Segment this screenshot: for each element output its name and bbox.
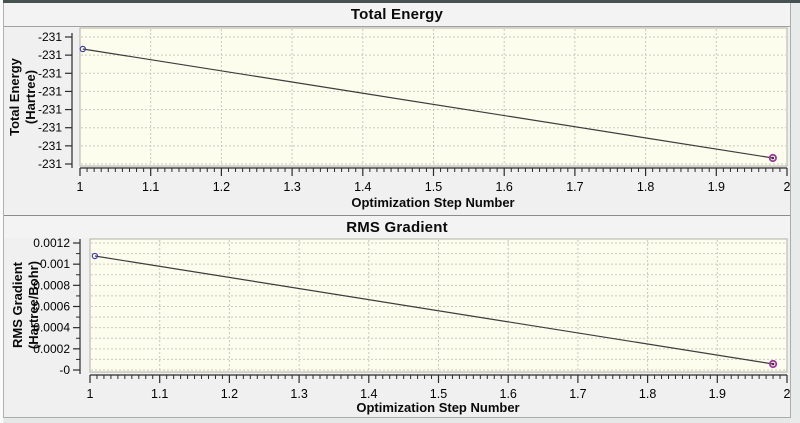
y-tick-label: -231 xyxy=(38,157,62,171)
window-top-border xyxy=(2,0,800,3)
x-tick-label: 2 xyxy=(784,180,791,194)
y-tick-label: -231 xyxy=(38,139,62,153)
chart-title-rms-gradient: RMS Gradient xyxy=(4,215,790,238)
data-point-end[interactable] xyxy=(768,153,777,163)
x-tick-label: 1 xyxy=(87,387,94,401)
x-tick-label: 1.3 xyxy=(290,387,307,401)
data-point-end-dot xyxy=(771,362,775,366)
x-tick-label: 1.8 xyxy=(639,387,656,401)
y-tick-label: 0.001 xyxy=(40,257,70,271)
x-tick-label: 1 xyxy=(77,180,84,194)
y-tick-label: -231 xyxy=(38,121,62,135)
x-tick-label: 1.2 xyxy=(221,387,238,401)
x-tick-label: 1.8 xyxy=(637,180,654,194)
x-tick-label: 2 xyxy=(784,387,791,401)
x-tick-label: 1.9 xyxy=(708,180,725,194)
y-tick-label: -231 xyxy=(38,103,62,117)
x-axis-title-total-energy: Optimization Step Number xyxy=(351,195,515,210)
window-left-border xyxy=(3,3,4,418)
data-point-end[interactable] xyxy=(768,359,778,369)
chart-total-energy[interactable]: -231 -231 -231 -231 -231 -231 -231 -231 1 1.1 1.2 1… xyxy=(38,27,791,194)
x-tick-label: 1.6 xyxy=(500,387,517,401)
x-tick-label: 1.5 xyxy=(430,387,447,401)
y-tick-label: 0.0002 xyxy=(33,342,70,356)
x-axis-title-rms-gradient: Optimization Step Number xyxy=(356,400,520,415)
y-tick-label: -231 xyxy=(38,30,62,44)
y-tick-label: 0.0004 xyxy=(33,321,70,335)
x-tick-label: 1.5 xyxy=(425,180,442,194)
x-tick-label: 1.7 xyxy=(569,387,586,401)
window-bottom-border xyxy=(4,417,790,418)
data-point-start[interactable] xyxy=(91,252,99,260)
window-right-border xyxy=(790,3,791,418)
y-tick-label: -231 xyxy=(38,84,62,98)
x-tick-label: 1.4 xyxy=(360,387,377,401)
x-tick-label: 1.6 xyxy=(496,180,513,194)
y-tick-label: 0.0012 xyxy=(33,236,70,250)
y-tick-label: -231 xyxy=(38,48,62,62)
window-right-edge xyxy=(791,3,800,423)
x-tick-label: 1.7 xyxy=(566,180,583,194)
window-bottom-edge xyxy=(4,418,790,423)
x-tick-label: 1.4 xyxy=(354,180,371,194)
x-tick-label: 1.9 xyxy=(709,387,726,401)
data-line xyxy=(82,48,773,159)
data-line xyxy=(94,255,774,365)
chart-title-total-energy: Total Energy xyxy=(4,3,790,27)
chart-rms-gradient[interactable]: 0.0012 0.001 0.0008 0.0006 0.0004 0.0002 -0 1 1.… xyxy=(33,236,790,401)
x-tick-label: 1.1 xyxy=(151,387,168,401)
data-point-end-dot xyxy=(771,156,775,160)
x-tick-label: 1.3 xyxy=(283,180,300,194)
y-tick-label: -231 xyxy=(38,66,62,80)
y-tick-label: 0.0008 xyxy=(33,278,70,292)
window-left-edge xyxy=(0,0,3,423)
y-tick-label: -0 xyxy=(59,363,70,377)
data-point-start[interactable] xyxy=(79,45,87,53)
x-tick-label: 1.1 xyxy=(142,180,159,194)
y-tick-label: 0.0006 xyxy=(33,300,70,314)
x-tick-label: 1.2 xyxy=(213,180,230,194)
